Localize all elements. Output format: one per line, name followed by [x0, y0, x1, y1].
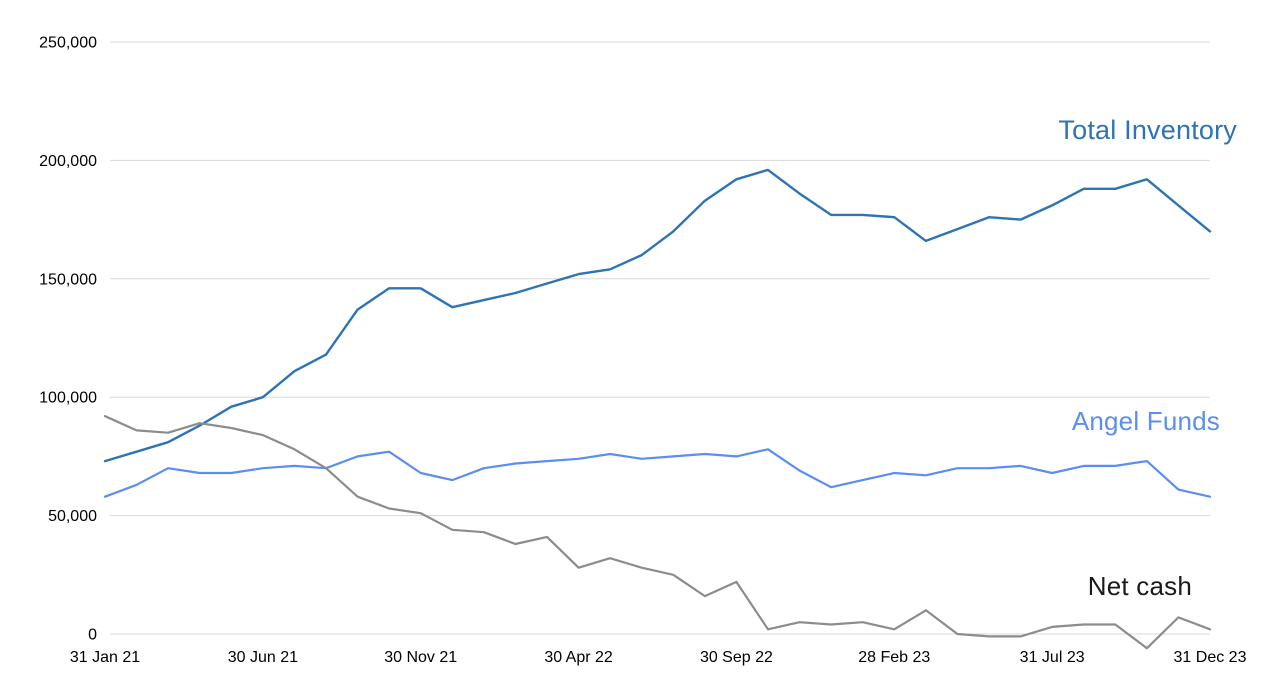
series-label-total-inventory: Total Inventory	[1058, 115, 1237, 145]
y-tick-label: 250,000	[39, 35, 97, 52]
series-line-angel-funds	[103, 448, 1212, 498]
x-tick-label: 30 Jun 21	[228, 649, 298, 666]
y-tick-label: 200,000	[39, 153, 97, 170]
y-tick-label: 50,000	[48, 508, 97, 525]
series-line-total-inventory	[103, 168, 1212, 463]
y-tick-label: 150,000	[39, 271, 97, 288]
x-tick-label: 30 Sep 22	[700, 649, 773, 666]
x-tick-label: 28 Feb 23	[858, 649, 930, 666]
series-label-net-cash: Net cash	[1087, 571, 1192, 601]
series-label-angel-funds: Angel Funds	[1071, 406, 1220, 436]
x-tick-label: 31 Jan 21	[70, 649, 140, 666]
x-tick-label: 30 Apr 22	[544, 649, 613, 666]
y-tick-label: 0	[88, 627, 97, 644]
y-tick-label: 100,000	[39, 390, 97, 407]
x-tick-label: 31 Dec 23	[1174, 649, 1247, 666]
x-tick-label: 31 Jul 23	[1020, 649, 1085, 666]
series-line-net-cash	[103, 415, 1212, 650]
x-tick-label: 30 Nov 21	[384, 649, 457, 666]
